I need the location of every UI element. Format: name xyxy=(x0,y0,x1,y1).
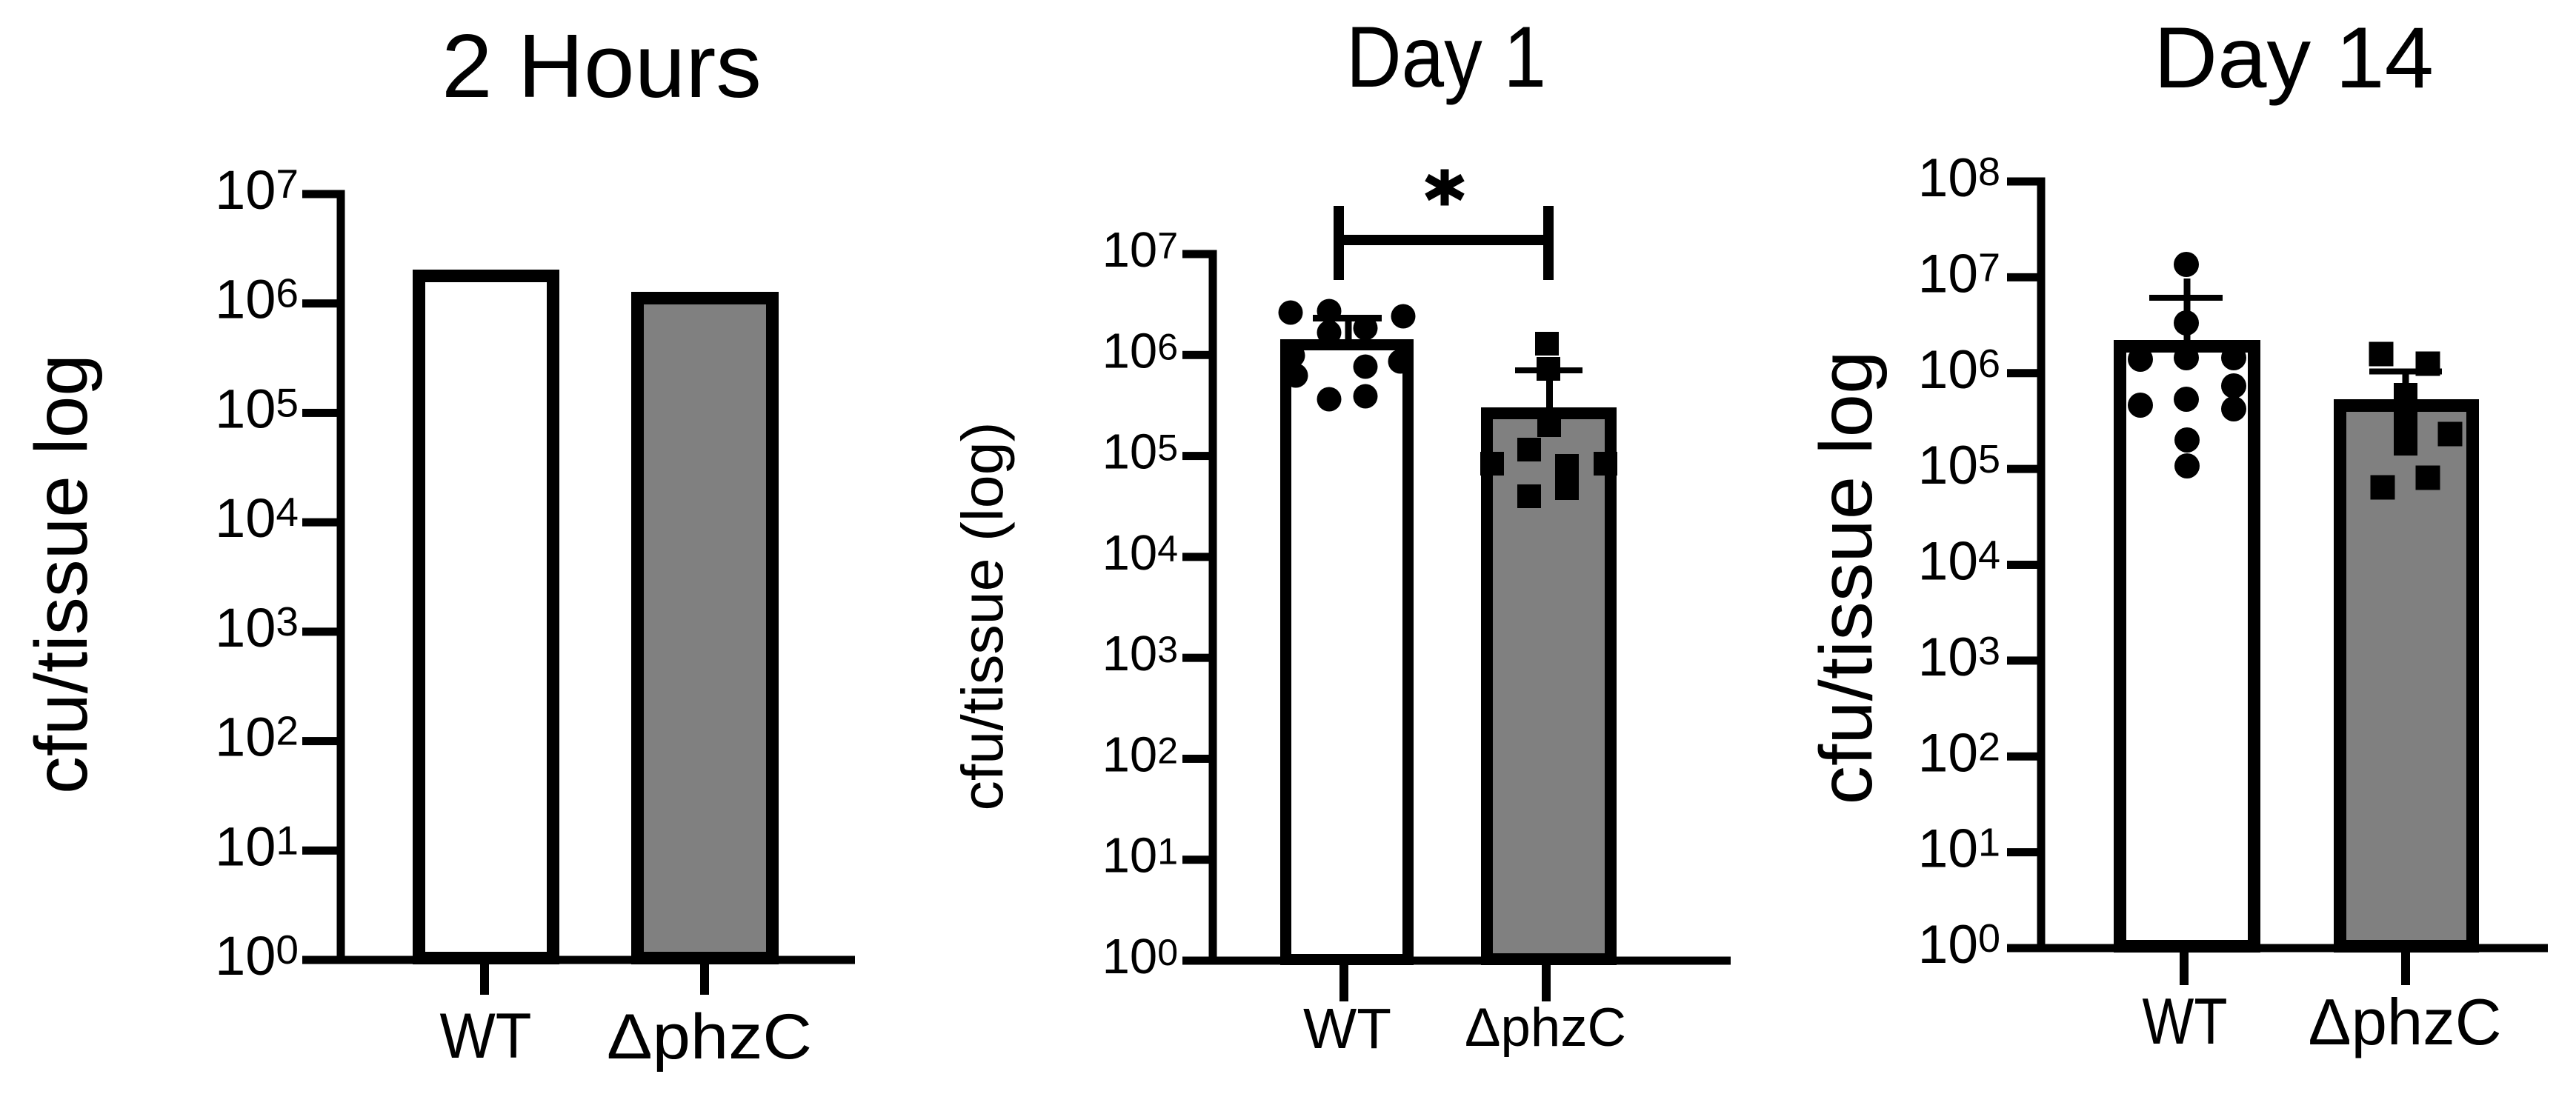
svg-text:WT: WT xyxy=(1303,997,1391,1061)
svg-text:107: 107 xyxy=(1102,222,1178,278)
svg-text:ΔphzC: ΔphzC xyxy=(607,1001,812,1073)
svg-text:2 Hours: 2 Hours xyxy=(442,16,762,116)
svg-text:105: 105 xyxy=(1102,424,1178,480)
svg-text:100: 100 xyxy=(215,925,299,987)
svg-text:WT: WT xyxy=(440,1001,532,1072)
svg-text:cfu/tissue log: cfu/tissue log xyxy=(20,354,103,794)
svg-text:105: 105 xyxy=(1918,436,2000,496)
svg-text:102: 102 xyxy=(1102,727,1178,782)
svg-text:WT: WT xyxy=(2143,984,2228,1058)
svg-text:cfu/tissue (log): cfu/tissue (log) xyxy=(949,422,1015,811)
svg-text:ΔphzC: ΔphzC xyxy=(2309,985,2502,1058)
svg-text:Day 1: Day 1 xyxy=(1346,8,1546,105)
svg-text:108: 108 xyxy=(1918,148,2000,208)
svg-text:Day 14: Day 14 xyxy=(2154,9,2434,106)
svg-text:cfu/tissue log: cfu/tissue log xyxy=(1805,351,1888,805)
svg-text:ΔphzC: ΔphzC xyxy=(1465,998,1626,1058)
